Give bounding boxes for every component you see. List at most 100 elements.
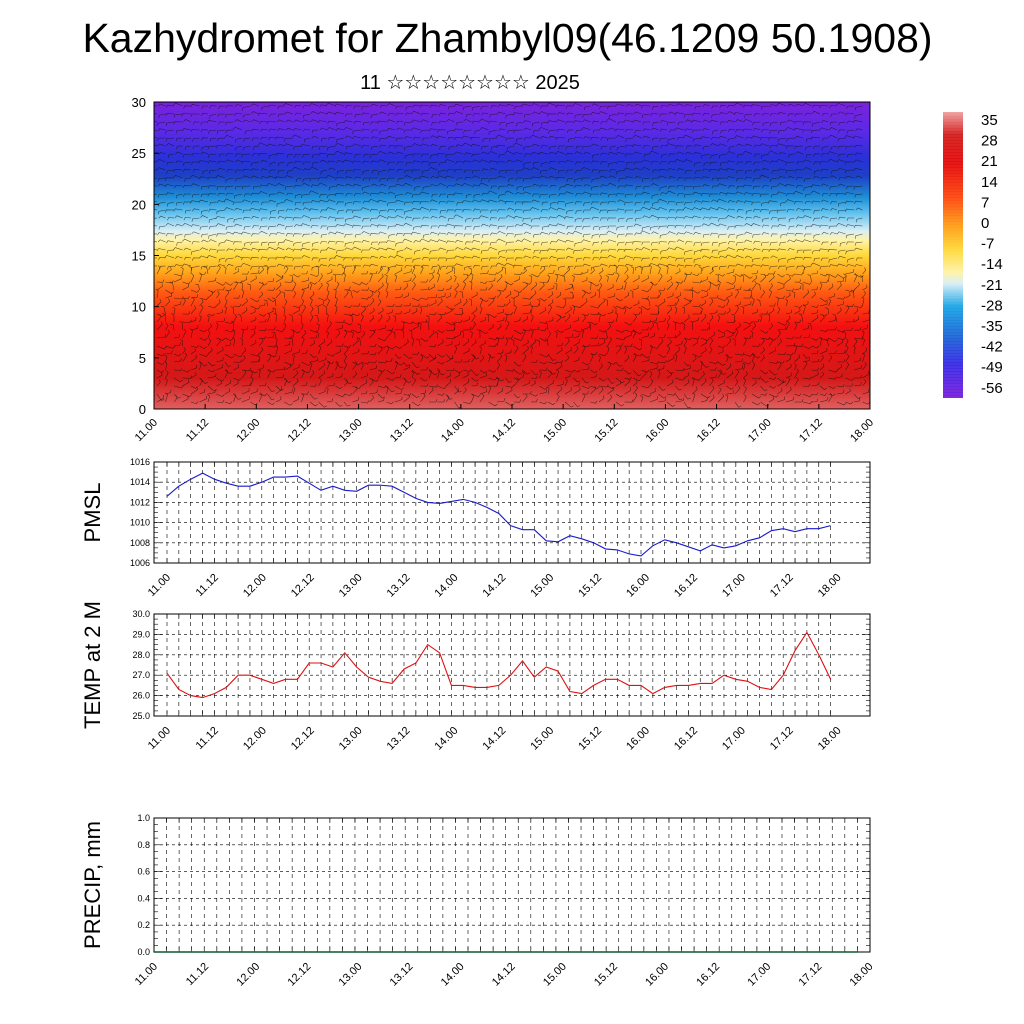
wind-barb: [287, 161, 294, 167]
wind-barb: [581, 377, 589, 384]
wind-barb: [807, 274, 812, 283]
wind-barb: [658, 298, 666, 307]
wind-barb: [387, 209, 396, 213]
wind-barb: [561, 275, 566, 283]
wind-barb: [761, 217, 770, 223]
wind-barb: [377, 346, 383, 355]
wind-barb: [540, 161, 549, 167]
wind-barb: [573, 249, 583, 254]
wind-barb: [200, 209, 209, 215]
wind-barb: [454, 331, 462, 339]
wind-barb: [666, 369, 674, 375]
wind-barb: [428, 353, 437, 359]
wind-barb: [471, 120, 481, 124]
wind-barb: [250, 325, 257, 331]
wind-barb: [666, 355, 675, 363]
heatmap-x-tick-label: 15.00: [541, 417, 569, 445]
wind-barb: [224, 134, 234, 139]
wind-barb: [617, 233, 625, 238]
wind-barb: [805, 153, 812, 159]
wind-barb: [351, 209, 362, 214]
wind-barb: [311, 257, 319, 261]
wind-barb: [154, 208, 158, 211]
wind-barb: [250, 256, 260, 261]
wind-barb: [157, 183, 166, 187]
wind-barb: [702, 184, 710, 188]
wind-barb: [514, 257, 523, 261]
wind-barb: [437, 257, 447, 261]
wind-barb: [369, 272, 373, 283]
wind-barb: [573, 345, 579, 355]
wind-barb: [496, 288, 506, 292]
wind-barb: [785, 315, 791, 323]
wind-barb: [301, 392, 305, 403]
wind-barb: [529, 345, 533, 355]
wind-barb: [386, 127, 396, 131]
wind-barb: [164, 378, 168, 387]
wind-barb: [506, 184, 515, 188]
wind-barb: [360, 304, 369, 308]
wind-barb: [853, 397, 861, 403]
wind-barb: [693, 263, 702, 267]
wind-barb: [311, 129, 319, 134]
wind-barb: [819, 105, 829, 109]
wind-barb: [173, 102, 183, 107]
wind-barb: [488, 385, 492, 395]
wind-barb: [667, 256, 676, 260]
wind-barb: [581, 324, 590, 331]
colorbar-label: -21: [981, 277, 1003, 294]
wind-barb: [564, 334, 574, 339]
wind-barb: [276, 191, 285, 195]
wind-barb: [267, 287, 276, 291]
wind-barb: [394, 374, 402, 379]
wind-barb: [182, 128, 192, 132]
wind-barb: [787, 113, 795, 117]
wind-barb: [165, 113, 175, 117]
wind-barb: [411, 200, 421, 204]
wind-barb: [480, 287, 488, 291]
wind-barb: [761, 159, 770, 163]
wind-barb: [756, 299, 761, 307]
wind-barb: [548, 161, 557, 165]
wind-barb: [294, 112, 302, 116]
wind-barb: [700, 136, 710, 140]
wind-barb: [802, 121, 812, 125]
wind-barb: [548, 129, 557, 134]
wind-barb: [215, 175, 226, 179]
wind-barb: [343, 361, 348, 371]
wind-barb: [505, 249, 514, 253]
wind-barb: [745, 209, 753, 215]
wind-barb: [581, 239, 591, 243]
wind-barb: [617, 199, 625, 203]
wind-barb: [692, 137, 702, 143]
wind-barb: [440, 265, 447, 271]
wind-barb: [853, 327, 862, 331]
wind-barb: [590, 385, 597, 395]
wind-barb: [606, 230, 617, 235]
wind-barb: [173, 275, 182, 283]
wind-barb: [225, 159, 234, 163]
wind-barb: [618, 257, 625, 262]
wind-barb: [693, 225, 702, 230]
wind-barb: [702, 168, 710, 172]
wind-barb: [319, 193, 328, 198]
wind-barb: [328, 264, 336, 267]
wind-barb: [682, 322, 686, 331]
wind-barb: [302, 128, 311, 132]
wind-barb: [283, 239, 294, 243]
wind-barb: [709, 168, 719, 173]
wind-barb: [315, 265, 320, 275]
wind-barb: [582, 209, 591, 213]
wind-barb: [623, 255, 634, 259]
wind-barb: [386, 327, 394, 331]
wind-barb: [216, 318, 226, 323]
wind-barb: [548, 207, 557, 211]
wind-barb: [829, 175, 838, 179]
panel-x-tick-label: 11.00: [146, 572, 173, 599]
wind-barb: [819, 301, 828, 307]
wind-barb: [363, 153, 370, 158]
wind-barb: [326, 111, 336, 115]
wind-barb: [164, 177, 175, 181]
wind-barb: [445, 372, 451, 379]
wind-barb: [625, 233, 634, 237]
